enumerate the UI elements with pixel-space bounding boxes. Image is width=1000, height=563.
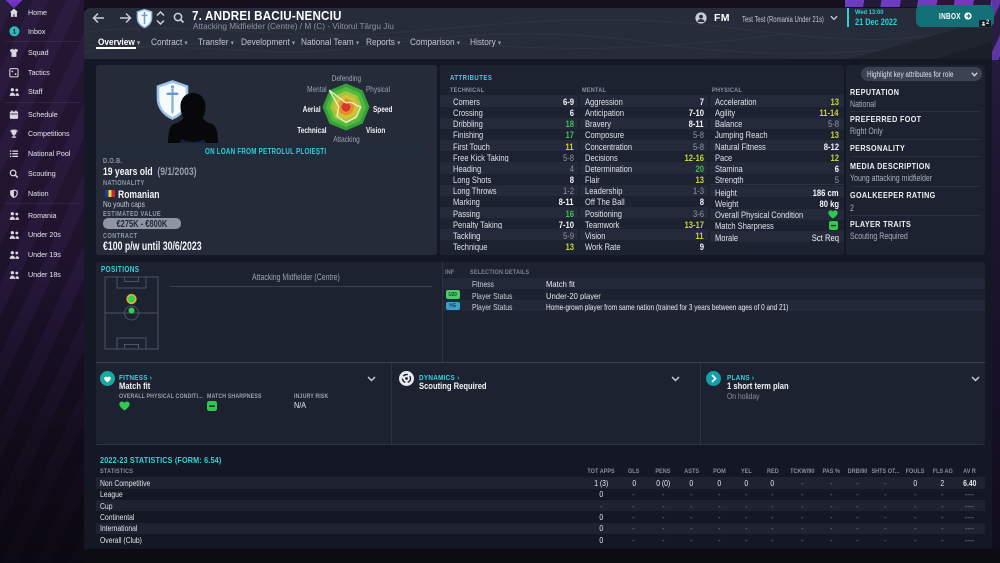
svg-text:1: 1 — [13, 28, 17, 35]
